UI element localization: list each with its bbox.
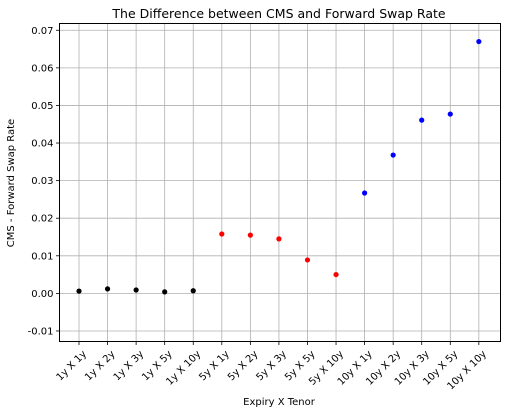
y-tick-label: 0.00 (31, 289, 53, 300)
data-point (304, 257, 311, 263)
y-tick-label: -0.01 (28, 326, 54, 337)
x-tick-label: 5y X 3y (254, 349, 289, 384)
y-axis-label: CMS - Forward Swap Rate (6, 119, 17, 247)
data-point (219, 231, 225, 237)
y-tick-label: 0.07 (31, 26, 53, 37)
y-tick-label: 0.04 (31, 139, 53, 150)
data-point (276, 236, 282, 242)
data-point (390, 152, 396, 158)
x-tick-label: 1y X 3y (112, 349, 147, 384)
data-point (247, 232, 253, 238)
data-point (419, 117, 425, 123)
data-point (476, 38, 482, 45)
grid (59, 23, 501, 342)
x-tick-label: 1y X 1y (55, 349, 90, 384)
x-tick-label: 1y X 2y (83, 349, 118, 384)
x-tick-label: 5y X 2y (226, 349, 261, 384)
data-point (76, 288, 82, 294)
data-point (362, 190, 368, 196)
y-tick-label: 0.05 (31, 101, 53, 112)
data-point (104, 286, 111, 292)
x-axis-label: Expiry X Tenor (243, 397, 316, 408)
data-point (133, 287, 139, 293)
y-tick-label: 0.01 (31, 251, 53, 262)
data-point (162, 289, 168, 295)
y-tick-label: 0.02 (31, 214, 53, 225)
data-points (76, 38, 482, 295)
chart-title: The Difference between CMS and Forward S… (111, 6, 446, 21)
plot-area-frame (59, 23, 501, 342)
y-tick-label: 0.03 (31, 176, 53, 187)
data-point (333, 271, 339, 278)
y-tick-label: 0.06 (31, 63, 53, 74)
data-point (447, 111, 453, 117)
y-axis-ticks: -0.01 0.00 0.01 0.02 0.03 0.04 0.05 0.06 0.07 (28, 26, 60, 337)
x-tick-label: 5y X 1y (197, 349, 232, 384)
data-point (190, 288, 196, 294)
